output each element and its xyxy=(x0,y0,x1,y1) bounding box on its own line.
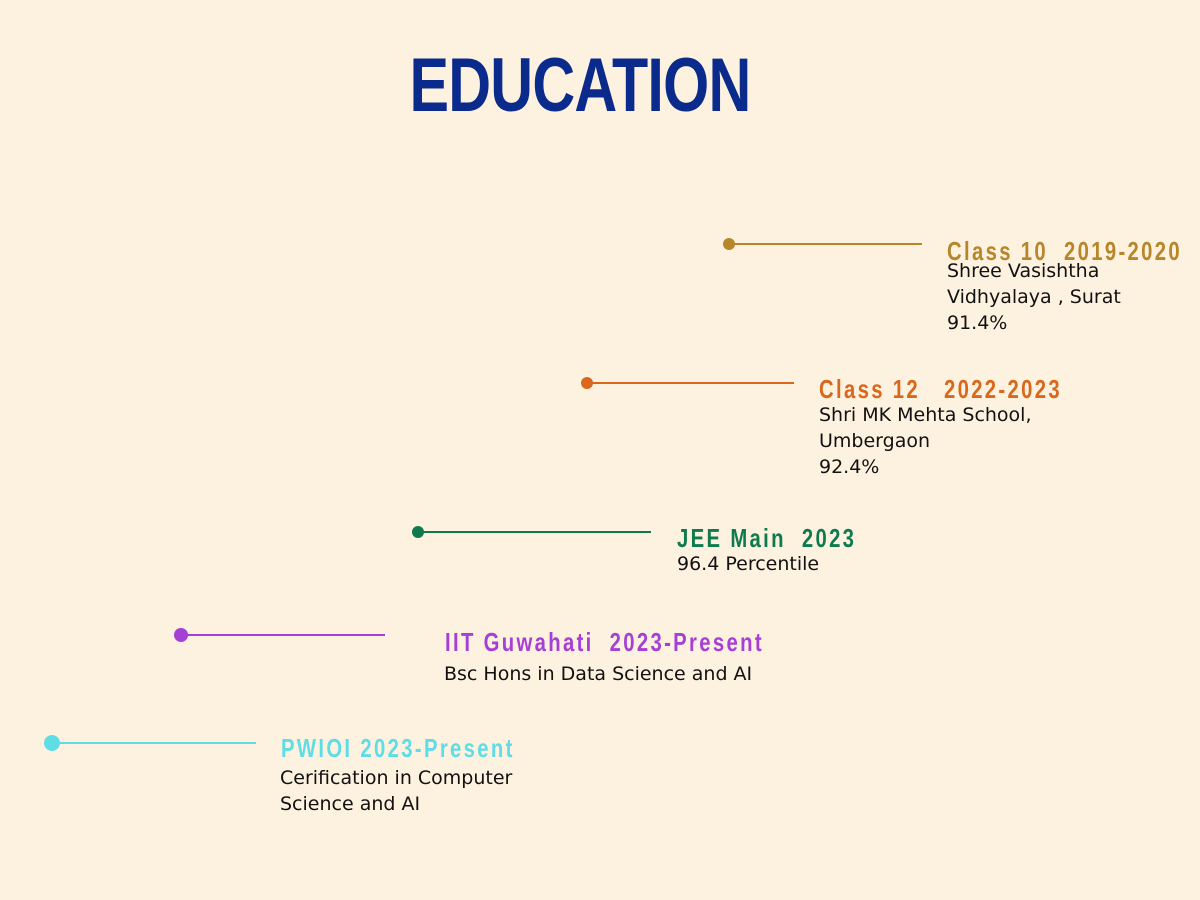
timeline-connector-jee xyxy=(418,531,651,533)
entry-heading-iit: IIT Guwahati 2023-Present xyxy=(445,627,764,657)
entry-line: Umbergaon xyxy=(819,430,931,452)
entry-heading-pwioi: PWIOI 2023-Present xyxy=(281,733,515,763)
entry-heading-class10: Class 10 2019-2020 xyxy=(947,236,1183,266)
timeline-connector-class10 xyxy=(729,243,922,245)
entry-heading-class12: Class 12 2022-2023 xyxy=(819,374,1063,404)
entry-line: Shree Vasishtha xyxy=(947,260,1100,282)
entry-heading-jee: JEE Main 2023 xyxy=(677,523,857,553)
entry-line: Bsc Hons in Data Science and AI xyxy=(444,663,753,685)
entry-details-iit: Bsc Hons in Data Science and AI xyxy=(444,661,752,687)
entry-line: 96.4 Percentile xyxy=(677,553,820,575)
entry-line: 92.4% xyxy=(819,456,880,478)
entry-details-pwioi: Cerification in Computer Science and AI xyxy=(280,765,512,817)
entry-line: 91.4% xyxy=(947,312,1008,334)
timeline-connector-pwioi xyxy=(52,742,256,744)
page-title: EDUCATION xyxy=(409,43,752,128)
timeline-connector-class12 xyxy=(587,382,794,384)
entry-line: Shri MK Mehta School, xyxy=(819,404,1032,426)
entry-details-jee: 96.4 Percentile xyxy=(677,551,819,577)
entry-line: Cerification in Computer xyxy=(280,767,513,789)
entry-details-class10: Shree Vasishtha Vidhyalaya , Surat 91.4% xyxy=(947,258,1121,336)
entry-line: Science and AI xyxy=(280,793,421,815)
entry-line: Vidhyalaya , Surat xyxy=(947,286,1121,308)
entry-details-class12: Shri MK Mehta School, Umbergaon 92.4% xyxy=(819,402,1032,480)
timeline-connector-iit xyxy=(181,634,385,636)
